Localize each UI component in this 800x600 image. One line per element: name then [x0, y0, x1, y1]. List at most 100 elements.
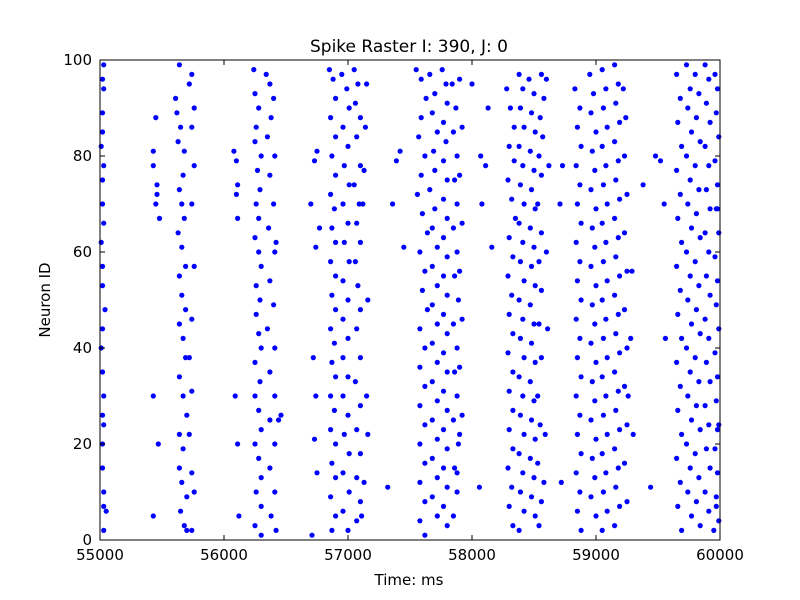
spike-point — [459, 316, 465, 322]
spike-point — [450, 225, 456, 231]
spike-point — [454, 393, 460, 399]
spike-point — [362, 124, 368, 130]
y-tick-label: 20 — [73, 435, 92, 453]
spike-point — [434, 244, 440, 250]
spike-point — [331, 340, 337, 346]
spike-point — [621, 307, 628, 313]
spike-point — [702, 62, 708, 68]
spike-point — [267, 81, 273, 87]
spike-point — [316, 225, 323, 231]
spike-point — [573, 163, 579, 169]
spike-point — [232, 393, 238, 399]
spike-point — [346, 182, 352, 188]
spike-point — [328, 259, 334, 265]
spike-point — [713, 503, 719, 509]
spike-point — [444, 407, 450, 413]
spike-point — [179, 244, 185, 250]
spike-point — [687, 177, 693, 183]
spike-point — [360, 201, 366, 207]
spike-point — [714, 182, 721, 188]
spike-point — [685, 489, 691, 495]
spike-point — [101, 393, 107, 399]
spike-point — [683, 62, 690, 68]
spike-point — [422, 345, 428, 351]
spike-point — [101, 489, 107, 495]
spike-point — [688, 513, 695, 519]
spike-point — [506, 143, 512, 149]
spike-point — [329, 359, 335, 365]
spike-point — [422, 532, 428, 538]
spike-point — [99, 263, 106, 269]
chart-title: Spike Raster I: 390, J: 0 — [310, 37, 508, 57]
spike-point — [432, 206, 438, 212]
spike-point — [434, 129, 440, 135]
spike-point — [712, 350, 718, 356]
spike-point — [505, 465, 511, 471]
spike-point — [180, 172, 186, 178]
spike-point — [599, 527, 605, 534]
spike-point — [521, 355, 527, 361]
spike-point — [256, 331, 262, 337]
spike-point — [273, 527, 279, 534]
spike-point — [345, 412, 351, 418]
spike-point — [429, 455, 435, 461]
spike-point — [509, 196, 515, 202]
spike-point — [624, 268, 630, 274]
spike-point — [341, 239, 347, 245]
spike-point — [258, 263, 264, 269]
spike-point — [440, 465, 447, 471]
spike-point — [184, 527, 190, 534]
spike-point — [516, 374, 522, 380]
spike-point — [333, 273, 339, 279]
spike-point — [416, 134, 422, 140]
spike-point — [340, 470, 346, 476]
spike-point — [703, 446, 710, 452]
spike-point — [516, 527, 522, 534]
spike-point — [267, 465, 273, 471]
spike-point — [101, 163, 107, 169]
spike-point — [264, 134, 270, 140]
spike-point — [696, 283, 702, 289]
spike-point — [102, 307, 108, 313]
spike-point — [706, 76, 712, 82]
spike-point — [573, 239, 579, 245]
spike-point — [176, 431, 182, 437]
spike-point — [180, 335, 186, 341]
y-tick-label: 60 — [73, 243, 92, 261]
spike-point — [354, 475, 360, 481]
spike-point — [507, 105, 513, 111]
spike-point — [329, 225, 335, 231]
spike-point — [615, 81, 621, 87]
spike-point — [254, 167, 261, 173]
spike-point — [592, 321, 598, 327]
spike-point — [457, 76, 463, 82]
spike-point — [173, 95, 179, 101]
spike-point — [516, 451, 522, 457]
spike-point — [345, 143, 351, 149]
spike-point — [440, 427, 447, 433]
spike-point — [615, 311, 621, 317]
spike-point — [454, 470, 460, 476]
spike-point — [479, 201, 485, 207]
spike-point — [361, 479, 367, 485]
spike-point — [99, 283, 106, 289]
spike-point — [577, 259, 583, 265]
spike-point — [99, 110, 106, 116]
spike-point — [589, 225, 595, 231]
spike-point — [267, 417, 273, 423]
spike-point — [703, 273, 710, 279]
spike-point — [599, 297, 605, 303]
spike-point — [328, 191, 334, 197]
spike-point — [520, 393, 526, 399]
spike-point — [459, 220, 465, 226]
spike-point — [593, 206, 599, 212]
spike-point — [252, 359, 258, 365]
spike-point — [679, 527, 685, 534]
spike-point — [536, 321, 542, 327]
spike-point — [309, 532, 315, 538]
spike-point — [393, 158, 399, 164]
spike-point — [150, 513, 156, 519]
spike-point — [191, 263, 197, 269]
spike-point — [252, 235, 258, 241]
spike-point — [716, 422, 722, 428]
